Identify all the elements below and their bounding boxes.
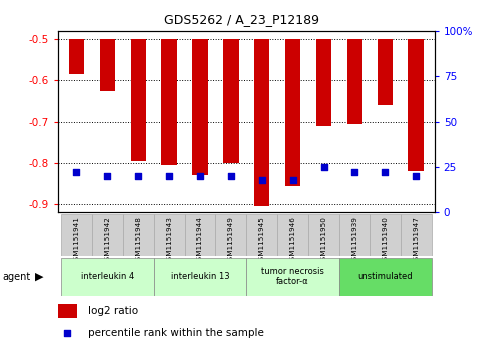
Text: GDS5262 / A_23_P12189: GDS5262 / A_23_P12189 [164,13,319,26]
Text: interleukin 13: interleukin 13 [170,272,229,281]
Bar [285,39,300,185]
Text: GSM1151943: GSM1151943 [166,216,172,265]
Text: GSM1151945: GSM1151945 [259,216,265,265]
Text: GSM1151946: GSM1151946 [290,216,296,265]
Text: log2 ratio: log2 ratio [88,306,138,316]
Text: GSM1151950: GSM1151950 [321,216,327,265]
Point [103,173,111,179]
Point [320,164,327,170]
Bar [277,214,308,256]
Point [64,331,71,337]
Text: interleukin 4: interleukin 4 [81,272,134,281]
Text: GSM1151949: GSM1151949 [228,216,234,265]
Bar [246,258,339,296]
Bar [58,304,77,318]
Bar [339,258,432,296]
Point [382,170,389,175]
Bar [154,258,246,296]
Bar [61,258,154,296]
Bar [192,39,208,175]
Bar [161,39,177,165]
Text: GSM1151939: GSM1151939 [352,216,357,265]
Bar [69,39,84,74]
Bar [123,214,154,256]
Point [72,170,80,175]
Point [351,170,358,175]
Bar [378,39,393,105]
Bar [246,214,277,256]
Point [165,173,173,179]
Bar [339,214,370,256]
Text: GSM1151947: GSM1151947 [413,216,419,265]
Point [134,173,142,179]
Text: tumor necrosis
factor-α: tumor necrosis factor-α [261,267,324,286]
Bar [254,39,270,206]
Text: percentile rank within the sample: percentile rank within the sample [88,329,264,338]
Bar [61,214,92,256]
Text: agent: agent [2,272,30,282]
Bar [316,39,331,126]
Text: GSM1151941: GSM1151941 [73,216,80,265]
Bar [370,214,401,256]
Bar [99,39,115,91]
Bar [92,214,123,256]
Point [412,173,420,179]
Bar [130,39,146,161]
Point [196,173,204,179]
Text: GSM1151948: GSM1151948 [135,216,141,265]
Bar [401,214,432,256]
Bar [154,214,185,256]
Bar [223,39,239,163]
Text: unstimulated: unstimulated [357,272,413,281]
Bar [308,214,339,256]
Text: GSM1151940: GSM1151940 [382,216,388,265]
Bar [409,39,424,171]
Point [227,173,235,179]
Text: GSM1151944: GSM1151944 [197,216,203,265]
Bar [185,214,215,256]
Text: GSM1151942: GSM1151942 [104,216,111,265]
Bar [215,214,246,256]
Point [289,177,297,183]
Text: ▶: ▶ [35,272,44,282]
Bar [347,39,362,124]
Point [258,177,266,183]
